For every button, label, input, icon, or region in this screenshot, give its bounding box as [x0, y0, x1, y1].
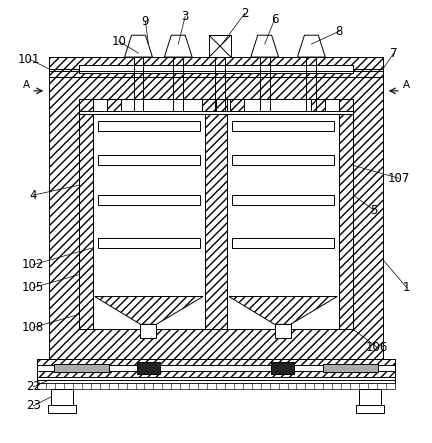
Bar	[37, 359, 395, 365]
Text: 1: 1	[403, 281, 410, 294]
Bar	[79, 65, 353, 73]
Bar	[79, 99, 93, 111]
Bar	[93, 99, 205, 329]
Bar	[359, 389, 381, 405]
Bar	[37, 377, 395, 383]
Bar	[205, 99, 227, 329]
Bar	[311, 99, 325, 111]
Bar	[37, 359, 395, 377]
Text: 4: 4	[29, 189, 37, 202]
Bar	[339, 99, 353, 329]
Bar	[356, 405, 384, 413]
Bar	[79, 99, 93, 111]
Bar	[232, 238, 334, 248]
Bar	[227, 99, 339, 329]
Text: 102: 102	[22, 258, 44, 271]
Text: 23: 23	[26, 399, 41, 412]
Polygon shape	[124, 35, 152, 57]
Text: 106: 106	[366, 341, 388, 354]
Text: 9: 9	[142, 15, 149, 28]
Bar	[205, 99, 227, 329]
Text: 108: 108	[22, 321, 44, 334]
Bar	[230, 99, 244, 111]
Bar	[202, 99, 216, 111]
Text: 105: 105	[22, 281, 44, 294]
Bar	[339, 99, 353, 111]
Bar	[232, 155, 334, 165]
Bar	[37, 371, 395, 377]
Bar	[209, 35, 231, 57]
Text: 7: 7	[390, 47, 397, 60]
Polygon shape	[251, 35, 279, 57]
Bar	[107, 99, 121, 111]
Bar	[79, 99, 93, 329]
Bar	[275, 324, 290, 338]
Polygon shape	[95, 296, 203, 324]
Bar	[98, 195, 200, 205]
Text: 2: 2	[241, 7, 248, 20]
Text: 8: 8	[336, 25, 343, 38]
Text: A: A	[403, 80, 410, 90]
Text: A: A	[23, 80, 30, 90]
Bar	[79, 99, 353, 329]
Text: 6: 6	[271, 13, 278, 26]
Bar	[232, 120, 334, 131]
Bar	[98, 120, 200, 131]
Bar	[339, 99, 353, 329]
Bar	[140, 324, 156, 338]
Bar	[137, 362, 160, 374]
Bar	[98, 155, 200, 165]
Bar	[270, 362, 295, 374]
Polygon shape	[229, 296, 337, 324]
Bar	[54, 364, 109, 372]
Bar	[49, 69, 383, 359]
Text: 22: 22	[25, 381, 41, 393]
Bar	[311, 99, 325, 111]
Bar	[232, 195, 334, 205]
Text: 3: 3	[181, 10, 189, 23]
Bar	[98, 238, 200, 248]
Text: 101: 101	[18, 53, 41, 66]
Polygon shape	[164, 35, 192, 57]
Text: 10: 10	[111, 35, 126, 48]
Text: 107: 107	[388, 172, 410, 185]
Bar	[48, 405, 76, 413]
Text: 5: 5	[370, 204, 378, 217]
Bar	[107, 99, 121, 111]
Polygon shape	[298, 35, 325, 57]
Bar	[323, 364, 378, 372]
Bar	[49, 57, 383, 69]
Bar	[51, 389, 73, 405]
Bar	[202, 99, 216, 111]
Bar	[79, 111, 353, 114]
Bar	[37, 383, 395, 389]
Bar	[79, 65, 353, 73]
Bar	[49, 57, 383, 69]
Bar	[230, 99, 244, 111]
Bar	[339, 99, 353, 111]
Bar	[79, 99, 93, 329]
